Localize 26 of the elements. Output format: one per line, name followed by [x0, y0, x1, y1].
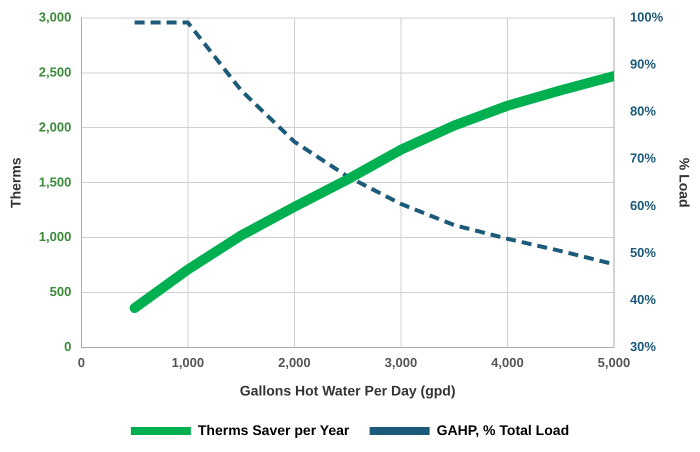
x-tick-label: 4,000 [491, 354, 524, 370]
legend-label: Therms Saver per Year [198, 422, 350, 438]
y2-axis-title: % Load [676, 158, 693, 208]
x-tick-label: 0 [78, 354, 85, 370]
y-tick-label: 1,500 [38, 174, 72, 190]
y-tick-label: 500 [50, 284, 72, 300]
y2-tick-label: 100% [630, 9, 664, 24]
x-tick-label: 1,000 [172, 354, 204, 370]
y2-tick-label: 90% [630, 56, 656, 72]
y-tick-label: 2,000 [38, 119, 72, 134]
y-tick-label: 2,500 [38, 64, 72, 80]
y2-tick-label: 60% [630, 198, 656, 213]
y-tick-label: 0 [64, 339, 72, 354]
y2-tick-label: 40% [630, 292, 656, 308]
y2-tick-label: 30% [630, 339, 656, 354]
y2-tick-label: 70% [630, 150, 656, 166]
y-tick-label: 3,000 [38, 9, 72, 24]
y2-tick-label: 80% [630, 104, 656, 119]
x-tick-label: 2,000 [278, 354, 311, 370]
y-axis-title: Therms [7, 157, 24, 208]
x-axis-title: Gallons Hot Water Per Day (gpd) [240, 382, 456, 398]
legend-label: GAHP, % Total Load [436, 422, 570, 438]
y2-tick-label: 50% [630, 244, 656, 260]
x-tick-label: 5,000 [598, 354, 630, 370]
x-tick-label: 3,000 [384, 354, 418, 370]
y-tick-label: 1,000 [38, 229, 72, 244]
